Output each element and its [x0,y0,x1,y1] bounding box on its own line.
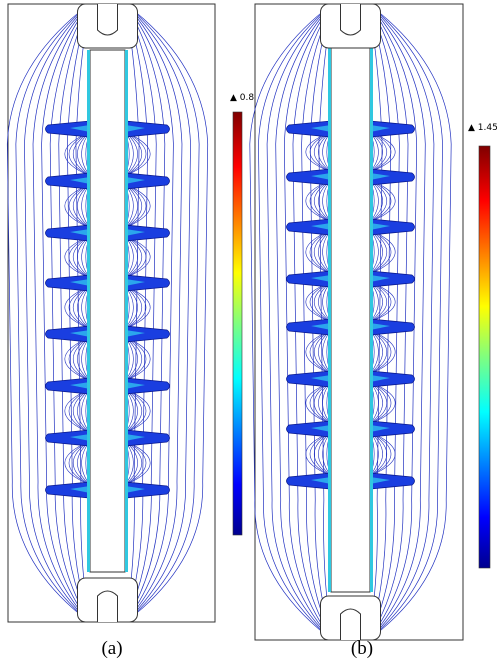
rod [90,50,125,572]
colorbar-label: ▲ 0.8 [230,93,254,103]
colorbar [233,112,242,535]
clevis [98,4,118,35]
rod-edge [87,50,90,572]
rod-edge [370,45,373,592]
rod-edge [328,45,331,592]
clevis [341,4,361,35]
clevis [98,591,118,622]
caption: (b) [351,638,373,659]
colorbar [479,146,490,568]
panel-a [7,4,242,622]
rod [331,45,370,592]
figure: ▲ 0.8 ▲ 1.45 (a) (b) [0,0,503,660]
clevis [341,609,361,640]
colorbar-label: ▲ 1.45 [468,123,498,133]
caption: (a) [101,638,122,659]
rod-edge [125,50,128,572]
panel-b [250,4,490,640]
